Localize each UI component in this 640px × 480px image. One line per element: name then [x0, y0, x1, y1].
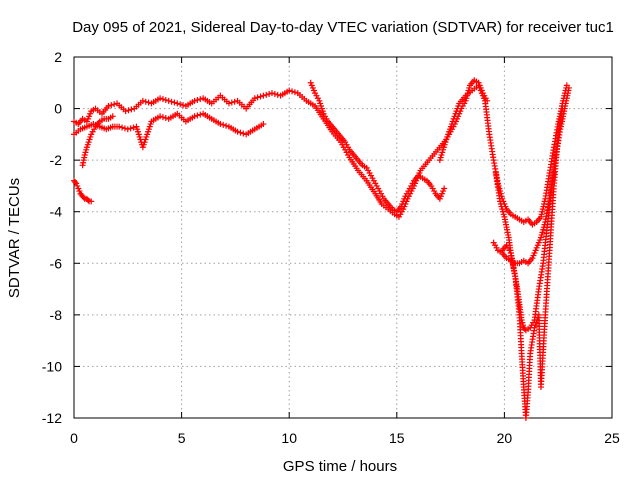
data-point-marker — [128, 106, 135, 113]
data-point-marker — [266, 90, 273, 97]
data-point-marker — [559, 105, 566, 112]
x-tick-label: 10 — [281, 430, 297, 446]
data-point-marker — [108, 102, 115, 109]
data-point-marker — [257, 93, 264, 100]
data-point-marker — [263, 91, 270, 98]
data-point-marker — [565, 84, 572, 91]
x-tick-label: 15 — [389, 430, 405, 446]
data-point-marker — [109, 113, 116, 120]
data-point-marker — [220, 121, 227, 128]
y-tick-label: -8 — [50, 307, 63, 323]
data-point-marker — [180, 102, 187, 109]
series-tuc1-i — [490, 170, 557, 267]
data-point-marker — [194, 112, 201, 119]
x-tick-label: 25 — [604, 430, 620, 446]
y-axis-label: SDTVAR / TECUs — [6, 178, 23, 298]
data-point-marker — [171, 99, 178, 106]
data-point-marker — [119, 124, 126, 131]
data-point-marker — [162, 115, 169, 122]
data-point-marker — [139, 97, 146, 104]
data-point-marker — [271, 90, 278, 97]
y-tick-label: -6 — [50, 255, 63, 271]
series-tuc1-b — [71, 110, 267, 151]
data-point-marker — [231, 98, 238, 105]
data-point-marker — [122, 108, 129, 115]
data-point-marker — [174, 100, 181, 107]
data-point-marker — [251, 95, 258, 102]
data-point-marker — [80, 194, 87, 201]
data-point-marker — [157, 113, 164, 120]
plot-frame — [73, 56, 613, 419]
data-point-marker — [124, 126, 131, 133]
data-point-marker — [274, 91, 281, 98]
data-point-marker — [441, 185, 448, 192]
data-point-marker — [225, 100, 232, 107]
data-point-marker — [72, 179, 79, 186]
tick-labels: 0 5 10 15 20 25 -12 -10 -8 -6 -4 -2 0 2 — [42, 49, 620, 446]
series-tuc1-c — [71, 177, 95, 205]
series-tuc1-a — [71, 77, 491, 220]
data-point-marker — [260, 92, 267, 99]
data-point-marker — [142, 98, 149, 105]
data-point-marker — [237, 129, 244, 136]
data-point-marker — [291, 89, 298, 96]
chart-title: Day 095 of 2021, Sidereal Day-to-day VTE… — [72, 19, 614, 36]
data-point-marker — [254, 94, 261, 101]
y-tick-label: 2 — [54, 49, 62, 65]
data-point-marker — [289, 88, 296, 95]
data-point-marker — [168, 98, 175, 105]
data-point-marker — [159, 114, 166, 121]
y-tick-label: -10 — [42, 358, 62, 374]
data-point-marker — [121, 125, 128, 132]
data-point-marker — [177, 101, 184, 108]
data-points — [71, 77, 572, 421]
data-point-marker — [286, 87, 293, 94]
y-tick-label: -2 — [50, 152, 63, 168]
y-tick-label: -4 — [50, 204, 63, 220]
data-point-marker — [145, 99, 152, 106]
data-point-marker — [191, 113, 198, 120]
data-point-marker — [191, 97, 198, 104]
data-point-marker — [197, 111, 204, 118]
axis-ticks — [73, 56, 613, 419]
data-point-marker — [105, 102, 112, 109]
data-point-marker — [116, 123, 123, 130]
data-point-marker — [234, 128, 241, 135]
data-point-marker — [197, 96, 204, 103]
data-point-marker — [162, 96, 169, 103]
series-tuc1-d — [79, 113, 116, 169]
data-point-marker — [127, 125, 134, 132]
data-point-marker — [217, 121, 224, 128]
series-tuc1-e — [307, 79, 448, 215]
series-tuc1-h — [499, 105, 566, 421]
y-tick-label: -12 — [42, 410, 62, 426]
data-point-marker — [550, 170, 557, 177]
data-point-marker — [159, 96, 166, 103]
data-point-marker — [130, 124, 137, 131]
data-point-marker — [240, 130, 247, 137]
data-point-marker — [268, 90, 275, 97]
data-point-marker — [260, 121, 267, 128]
data-point-marker — [194, 96, 201, 103]
data-point-marker — [88, 198, 95, 205]
data-point-marker — [157, 95, 164, 102]
grid-lines — [74, 57, 612, 418]
data-point-marker — [165, 97, 172, 104]
x-axis-label: GPS time / hours — [283, 458, 397, 475]
data-point-marker — [223, 122, 230, 129]
x-tick-label: 20 — [497, 430, 513, 446]
x-tick-label: 0 — [70, 430, 78, 446]
data-point-marker — [228, 99, 235, 106]
data-point-marker — [111, 101, 118, 108]
data-point-marker — [125, 107, 132, 114]
data-point-marker — [84, 197, 91, 204]
y-tick-label: 0 — [54, 101, 62, 117]
x-tick-label: 5 — [178, 430, 186, 446]
